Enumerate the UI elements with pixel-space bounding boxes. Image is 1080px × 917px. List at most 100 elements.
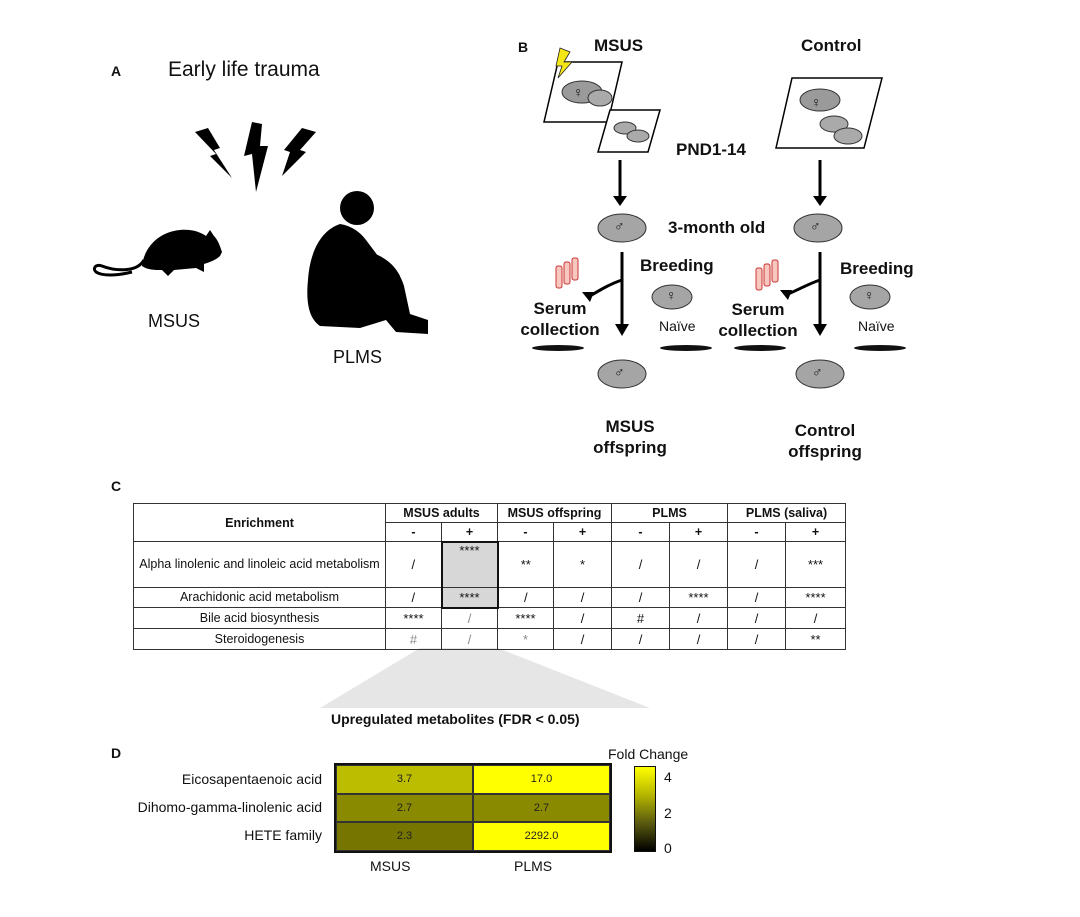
male-symbol: ♂ [614, 364, 625, 380]
control-offspring-label: Control offspring [770, 420, 880, 462]
heatmap-row-label: Eicosapentaenoic acid [181, 771, 322, 787]
arrow-left-icon [582, 292, 594, 302]
arrow-down-icon [613, 196, 627, 206]
male-symbol: ♂ [812, 364, 823, 380]
sign-header: + [785, 522, 847, 542]
panel-c-letter: C [111, 478, 122, 494]
table-cell: * [553, 541, 612, 588]
sitting-child-silhouette-icon [307, 191, 428, 334]
mouse-silhouette-icon [92, 229, 222, 277]
upregulated-caption: Upregulated metabolites (FDR < 0.05) [331, 711, 580, 727]
table-cell: **** [497, 607, 554, 629]
row-label: Alpha linolenic and linoleic acid metabo… [133, 541, 386, 588]
table-row: Bile acid biosynthesis **** / **** / # /… [133, 607, 847, 629]
colorbar-tick: 2 [664, 805, 672, 821]
panel-a-letter: A [111, 63, 122, 79]
table-cell: / [668, 628, 729, 650]
heatmap-cell-value: 2.7 [396, 801, 413, 814]
header-enrichment: Enrichment [133, 503, 386, 542]
table-cell: / [497, 587, 554, 608]
table-cell: **** [668, 587, 729, 608]
row-label: Arachidonic acid metabolism [133, 587, 386, 608]
table-cell: # [385, 628, 442, 650]
row-label: Bile acid biosynthesis [133, 607, 386, 629]
enrichment-table: Enrichment MSUS adults MSUS offspring PL… [133, 503, 847, 650]
table-cell: / [553, 607, 612, 629]
serum-tube-icon [563, 261, 571, 285]
msus-offspring-line2: offspring [593, 438, 667, 457]
table-cell: / [727, 541, 787, 588]
female-symbol: ♀ [811, 94, 822, 110]
pnd-label: PND1-14 [676, 140, 746, 159]
naive-label-msus: Naïve [659, 318, 696, 334]
female-symbol: ♀ [573, 84, 584, 100]
table-row: Arachidonic acid metabolism / **** / / /… [133, 587, 847, 609]
sign-header: + [441, 522, 498, 542]
table-cell: / [668, 607, 729, 629]
lightning-bolts [195, 122, 316, 192]
control-title: Control [801, 36, 862, 55]
serum-collection-msus: Serum collection [515, 298, 605, 340]
naive-label-control: Naïve [858, 318, 895, 334]
table-cell: / [553, 587, 612, 608]
table-cell: / [668, 541, 729, 588]
table-cell: / [727, 628, 787, 650]
table-cell: / [727, 587, 787, 608]
heatmap-cell-value: 2.3 [396, 830, 413, 843]
serum-tube-icon [763, 263, 771, 287]
serum-line1: Serum [731, 300, 785, 319]
serum-line2: collection [718, 321, 798, 340]
heatmap-cell: 2.7 [473, 793, 610, 823]
heatmap-cell: 17.0 [473, 765, 610, 794]
colorbar-title: Fold Change [608, 746, 689, 762]
msus-offspring-label: MSUS offspring [575, 416, 685, 458]
table-cell: * [497, 628, 554, 650]
heatmap-cell: 2.7 [336, 793, 473, 823]
arrow-down-icon [813, 196, 827, 206]
male-symbol: ♂ [810, 218, 821, 234]
heatmap-row-label: Dihomo-gamma-linolenic acid [137, 799, 322, 815]
group-header: PLMS [610, 503, 729, 523]
lightning-bolt-icon [282, 128, 316, 176]
sign-header: + [668, 522, 729, 542]
control-cage [775, 77, 883, 149]
colorbar-tick: 4 [664, 769, 672, 785]
table-row: Alpha linolenic and linoleic acid metabo… [133, 540, 847, 588]
row-label: Steroidogenesis [133, 628, 386, 650]
table-cell: / [611, 628, 670, 650]
table-cell: / [727, 607, 787, 629]
heatmap-cell: 3.7 [336, 765, 473, 794]
serum-line1: Serum [533, 299, 587, 318]
age-label: 3-month old [668, 218, 766, 237]
serum-tube-icon [755, 267, 763, 291]
table-cell: / [385, 587, 442, 608]
table-cell: ** [497, 541, 554, 588]
panel-a-human-label: PLMS [333, 347, 383, 367]
table-cell: / [785, 607, 847, 629]
male-symbol: ♂ [614, 218, 625, 234]
table-cell: / [553, 628, 612, 650]
sign-header: - [497, 522, 554, 542]
panel-d-letter: D [111, 745, 122, 761]
serum-collection-control: Serum collection [712, 299, 804, 341]
heatmap-cell-value: 3.7 [396, 773, 413, 786]
table-cell: **** [385, 607, 442, 629]
sign-header: - [727, 522, 787, 542]
heatmap-cell: 2292.0 [473, 822, 610, 851]
lightning-bolt-icon [244, 122, 268, 192]
msus-title: MSUS [594, 36, 644, 55]
female-symbol: ♀ [666, 287, 677, 303]
table-cell: / [611, 541, 670, 588]
heatmap-cell-value: 2.7 [533, 801, 550, 814]
sign-header: + [553, 522, 612, 542]
group-header: MSUS offspring [497, 503, 612, 523]
colorbar [634, 766, 656, 852]
sign-header: - [611, 522, 670, 542]
arrow-down-icon [615, 324, 629, 336]
heatmap-cell-value: 2292.0 [524, 830, 559, 843]
heatmap-col-label: MSUS [370, 858, 411, 874]
arrow-down-icon [813, 324, 827, 336]
table-row: Steroidogenesis # / * / / / / ** [133, 628, 847, 650]
breeding-label-msus: Breeding [640, 256, 714, 275]
serum-tube-icon [771, 259, 779, 283]
